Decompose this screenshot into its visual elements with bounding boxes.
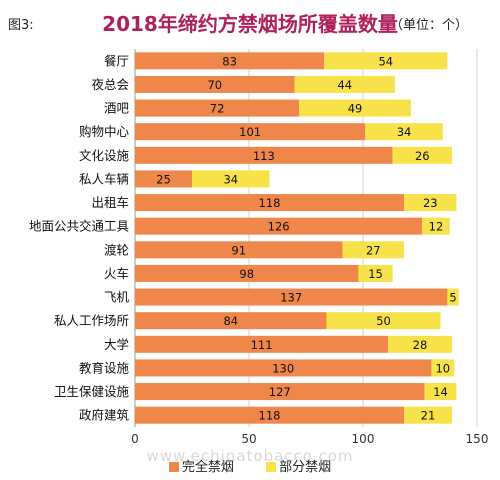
category-label: 火车: [104, 266, 129, 281]
bar-partial: [326, 312, 441, 330]
bar-complete: [135, 241, 343, 259]
bar-complete: [135, 170, 192, 188]
chart-header: 图3: 2018年缔约方禁烟场所覆盖数量 （单位：个）: [0, 0, 500, 40]
bar-complete: [135, 335, 389, 353]
x-tick-label: 0: [131, 432, 139, 446]
bar-complete: [135, 123, 366, 141]
data-label-partial: 49: [348, 102, 363, 116]
legend-label-partial: 部分禁烟: [279, 460, 332, 475]
bar-complete: [135, 146, 393, 164]
category-label: 夜总会: [91, 77, 129, 92]
bar-complete: [135, 99, 300, 117]
data-label-partial: 10: [435, 361, 450, 375]
bar-partial: [422, 217, 450, 235]
legend: 完全禁烟 部分禁烟: [0, 456, 500, 475]
data-label-complete: 127: [269, 385, 291, 399]
legend-item-complete: 完全禁烟: [168, 456, 234, 475]
data-label-partial: 5: [449, 291, 456, 305]
watermark: www.echinatobacco.com: [146, 447, 354, 465]
bar-partial: [342, 241, 405, 259]
data-label-partial: 50: [376, 314, 391, 328]
category-label: 文化设施: [79, 148, 130, 163]
legend-label-complete: 完全禁烟: [181, 460, 234, 475]
data-label-partial: 26: [415, 149, 430, 163]
bar-complete: [135, 217, 423, 235]
data-label-complete: 83: [222, 54, 237, 68]
data-label-complete: 98: [239, 267, 254, 281]
bar-partial: [358, 264, 393, 282]
data-label-partial: 28: [413, 338, 428, 352]
data-label-partial: 27: [366, 243, 381, 257]
bar-partial: [424, 383, 457, 401]
bar-partial: [192, 170, 270, 188]
bar-partial: [299, 99, 411, 117]
data-label-partial: 34: [397, 125, 412, 139]
data-label-partial: 12: [429, 220, 444, 234]
legend-item-partial: 部分禁烟: [266, 456, 331, 475]
data-label-partial: 54: [378, 54, 393, 68]
data-label-complete: 84: [223, 314, 238, 328]
category-label: 购物中心: [79, 124, 130, 139]
bar-partial: [294, 75, 395, 93]
category-label: 飞机: [104, 290, 130, 305]
bar-partial: [404, 406, 452, 424]
category-label: 渡轮: [104, 242, 129, 257]
bar-complete: [135, 406, 405, 424]
bar-complete: [135, 194, 405, 212]
category-label: 卫生保健设施: [54, 384, 130, 399]
data-label-partial: 15: [368, 267, 383, 281]
bar-complete: [135, 312, 327, 330]
x-tick-label: 50: [241, 432, 256, 446]
data-label-complete: 25: [156, 172, 171, 186]
data-label-complete: 126: [268, 220, 290, 234]
data-label-complete: 118: [259, 196, 281, 210]
data-label-complete: 91: [231, 243, 246, 257]
bar-complete: [135, 264, 359, 282]
data-label-partial: 23: [423, 196, 438, 210]
chart-title: 2018年缔约方禁烟场所覆盖数量: [102, 12, 398, 36]
category-label: 私人车辆: [79, 171, 129, 186]
bar-partial: [365, 123, 443, 141]
x-tick-label: 100: [352, 432, 375, 446]
legend-swatch-partial: [266, 462, 277, 472]
data-label-complete: 70: [207, 78, 222, 92]
data-label-complete: 111: [251, 338, 273, 352]
bar-partial: [431, 359, 455, 377]
category-label: 私人工作场所: [54, 313, 129, 328]
category-label: 大学: [104, 337, 129, 352]
bar-partial: [404, 194, 457, 212]
category-label: 出租车: [91, 195, 129, 210]
data-label-partial: 21: [421, 409, 436, 423]
data-label-complete: 130: [272, 361, 294, 375]
bar-complete: [135, 75, 295, 93]
bar-partial: [392, 146, 452, 164]
unit-label: （单位：个）: [389, 18, 468, 33]
data-label-complete: 101: [239, 125, 261, 139]
bar-partial: [388, 335, 452, 353]
figure-label: 图3:: [8, 18, 34, 33]
legend-swatch-complete: [168, 462, 179, 472]
bar-partial: [447, 288, 459, 306]
bar-partial: [324, 52, 448, 70]
x-tick-label: 150: [466, 432, 489, 446]
category-label: 餐厅: [104, 53, 129, 68]
data-label-partial: 34: [223, 172, 238, 186]
category-label: 政府建筑: [79, 408, 130, 423]
bar-complete: [135, 359, 432, 377]
category-label: 教育设施: [79, 360, 130, 375]
data-label-partial: 44: [337, 78, 352, 92]
data-label-complete: 72: [210, 102, 225, 116]
bar-complete: [135, 383, 425, 401]
category-label: 地面公共交通工具: [29, 219, 130, 234]
bar-complete: [135, 288, 448, 306]
category-label: 酒吧: [104, 101, 130, 116]
data-label-complete: 137: [280, 291, 302, 305]
data-label-complete: 118: [259, 409, 281, 423]
data-label-partial: 14: [433, 385, 448, 399]
data-label-complete: 113: [253, 149, 275, 163]
bar-complete: [135, 52, 325, 70]
